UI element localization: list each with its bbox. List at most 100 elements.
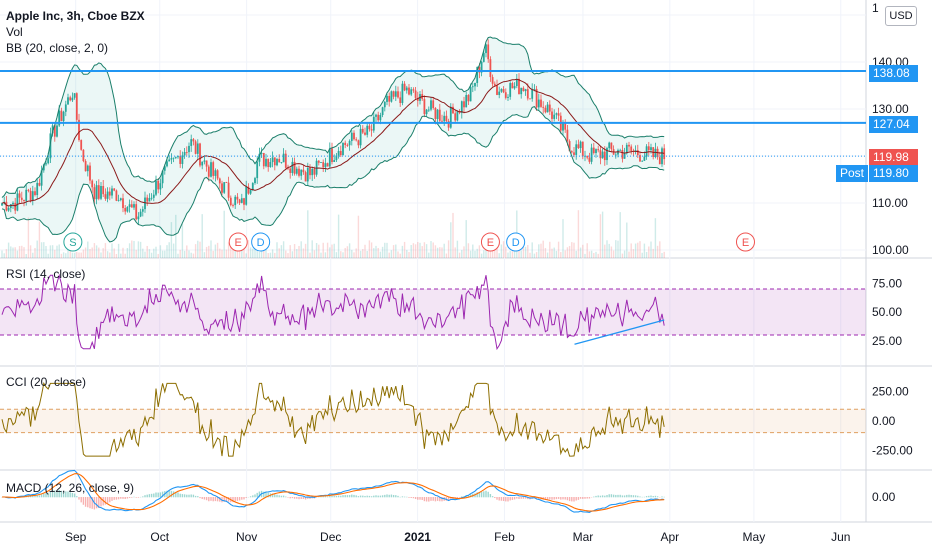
volume-bar — [351, 249, 353, 258]
event-marker-letter: S — [69, 237, 76, 249]
volume-bar — [439, 247, 441, 258]
candle-body — [23, 199, 25, 201]
macd-histogram-bar — [606, 495, 608, 498]
rsi-label[interactable]: RSI (14, close) — [6, 267, 86, 281]
volume-bar — [34, 247, 36, 258]
macd-histogram-bar — [76, 496, 78, 498]
volume-bar — [14, 247, 16, 258]
volume-bar — [663, 251, 665, 258]
volume-bar — [172, 243, 175, 258]
volume-bar — [69, 246, 71, 258]
candle-body — [394, 91, 397, 97]
candle-body — [650, 147, 652, 151]
candle-body — [357, 140, 360, 146]
volume-bar — [188, 250, 190, 258]
candle-body — [40, 170, 43, 186]
candle-body — [152, 194, 155, 198]
volume-bar — [236, 246, 239, 258]
candle-body — [322, 162, 325, 168]
macd-histogram-bar — [476, 492, 478, 498]
candle-body — [159, 183, 162, 190]
macd-histogram-bar — [302, 497, 305, 499]
volume-bar — [392, 245, 395, 258]
bollinger-basis — [1, 78, 665, 207]
volume-bar — [254, 248, 256, 258]
volume-bar — [606, 240, 608, 258]
bollinger-indicator-label[interactable]: BB (20, close, 2, 0) — [6, 41, 109, 55]
macd-histogram-bar — [91, 497, 93, 509]
volume-bar — [527, 244, 529, 258]
macd-histogram-bar — [652, 496, 654, 498]
macd-label[interactable]: MACD (12, 26, close, 9) — [6, 481, 135, 495]
candle-body — [432, 100, 435, 108]
macd-histogram-bar — [287, 497, 289, 498]
macd-histogram-bar — [150, 493, 153, 498]
candle-body — [183, 152, 186, 156]
macd-histogram-bar — [243, 497, 245, 500]
candle-body — [661, 148, 663, 165]
volume-bar — [62, 252, 65, 258]
macd-histogram-bar — [436, 497, 439, 501]
macd-histogram-bar — [610, 494, 613, 498]
volume-bar — [597, 253, 599, 258]
volume-bar — [80, 252, 82, 258]
volume-bar — [507, 252, 509, 258]
macd-histogram-bar — [355, 495, 357, 498]
candle-body — [256, 161, 259, 179]
volume-bar — [285, 250, 287, 258]
volume-bar — [564, 250, 566, 258]
candle-body — [192, 139, 195, 142]
macd-histogram-bar — [190, 494, 192, 498]
candle-body — [658, 157, 661, 165]
currency-button[interactable]: USD — [885, 6, 917, 26]
volume-bar — [293, 244, 296, 258]
macd-histogram-bar — [423, 497, 426, 502]
volume-bar — [311, 240, 313, 258]
macd-histogram-bar — [155, 492, 157, 498]
candle-body — [621, 149, 624, 159]
volume-indicator-label[interactable]: Vol — [6, 25, 23, 39]
volume-bar — [320, 252, 322, 258]
macd-histogram-bar — [351, 494, 353, 498]
candle-body — [245, 186, 248, 205]
macd-histogram-bar — [267, 492, 269, 498]
volume-bar — [16, 250, 19, 258]
volume-bar — [467, 243, 470, 258]
macd-histogram-bar — [133, 496, 135, 498]
volume-bar — [419, 242, 421, 258]
macd-histogram-bar — [113, 497, 115, 500]
candle-body — [370, 129, 373, 131]
macd-histogram-bar — [553, 497, 555, 500]
volume-bar — [443, 243, 445, 258]
volume-bar — [260, 250, 263, 258]
volume-bar — [148, 249, 151, 258]
candle-body — [375, 114, 377, 117]
candle-body — [390, 91, 393, 102]
cci-label[interactable]: CCI (20, close) — [6, 375, 87, 389]
candle-body — [399, 97, 402, 104]
volume-bar — [170, 222, 173, 258]
macd-histogram-bar — [593, 496, 595, 498]
candle-body — [86, 165, 89, 172]
macd-histogram-bar — [522, 497, 525, 499]
volume-bar — [529, 252, 531, 258]
macd-histogram-bar — [320, 496, 322, 498]
macd-histogram-bar — [274, 494, 276, 498]
volume-bar — [544, 247, 547, 258]
candle-body — [476, 67, 479, 83]
volume-bar — [511, 251, 514, 258]
volume-bar — [461, 249, 463, 258]
candle-body — [335, 155, 338, 161]
volume-bar — [164, 250, 166, 258]
volume-bar — [60, 253, 63, 258]
volume-bar — [49, 245, 52, 258]
candle-body — [306, 167, 309, 182]
macd-histogram-bar — [346, 495, 349, 498]
event-marker-dividend — [251, 232, 271, 252]
volume-bar — [601, 211, 604, 258]
volume-bar — [458, 252, 461, 258]
volume-bar — [326, 242, 329, 258]
candle-body — [436, 109, 439, 119]
volume-bar — [434, 245, 437, 258]
